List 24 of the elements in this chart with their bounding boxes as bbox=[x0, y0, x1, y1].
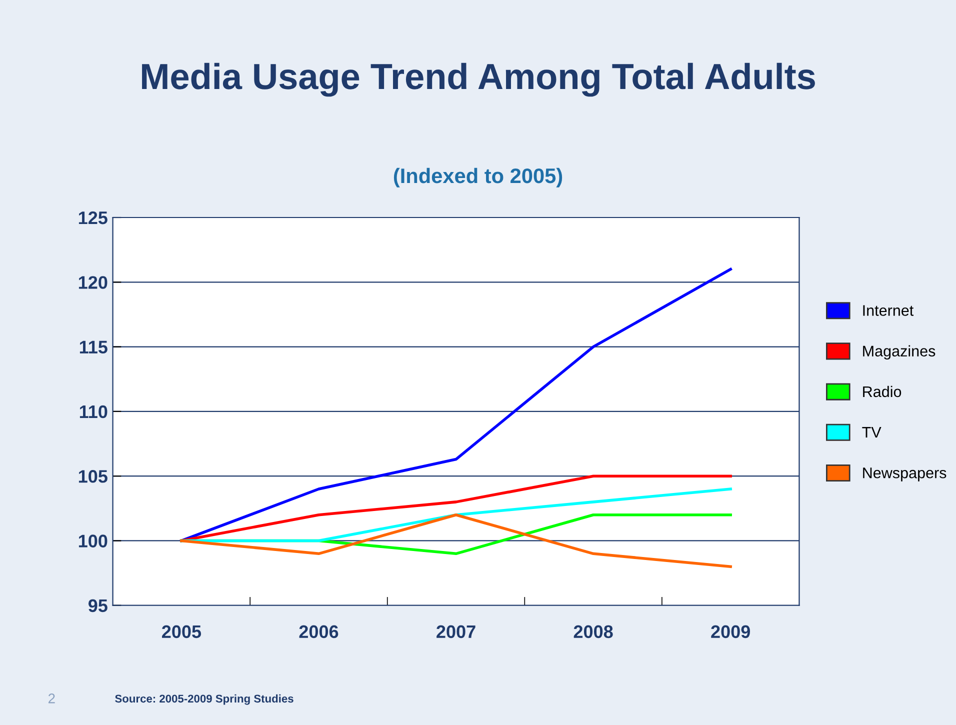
legend-label: Newspapers bbox=[863, 468, 946, 482]
x-tick-label: 2008 bbox=[574, 625, 613, 638]
chart-subtitle: (Indexed to 2005) bbox=[394, 168, 562, 188]
line-series bbox=[180, 513, 732, 568]
legend-label: Internet bbox=[863, 305, 914, 316]
source-note: Source: 2005-2009 Spring Studies bbox=[115, 694, 294, 705]
y-tick-label: 100 bbox=[78, 534, 108, 548]
text: 2 bbox=[48, 694, 55, 704]
y-tick-label: 105 bbox=[78, 470, 108, 483]
x-tick-label: 2006 bbox=[299, 625, 338, 638]
legend-label: Magazines bbox=[863, 345, 936, 360]
chart-title: Media Usage Trend Among Total Adults bbox=[142, 62, 815, 97]
line-series bbox=[180, 268, 732, 542]
x-tick-label: 2009 bbox=[711, 625, 750, 638]
y-tick-label: 125 bbox=[78, 211, 108, 224]
line-series bbox=[180, 474, 732, 542]
legend-label: TV bbox=[862, 427, 882, 438]
legend-label: Radio bbox=[863, 386, 902, 398]
y-tick-label: 115 bbox=[80, 340, 108, 354]
y-tick-label: 120 bbox=[78, 276, 108, 289]
x-tick-label: 2007 bbox=[436, 625, 476, 638]
x-tick-label: 2005 bbox=[162, 625, 202, 638]
y-tick-label: 95 bbox=[88, 599, 108, 612]
y-tick-label: 110 bbox=[80, 405, 108, 418]
